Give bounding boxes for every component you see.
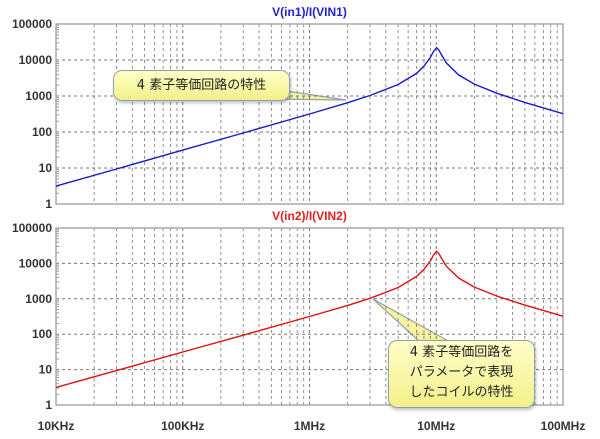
x-tick-label: 10KHz [38, 419, 75, 433]
x-tick-label: 1MHz [294, 419, 325, 433]
chart-title: V(in1)/I(VIN1) [272, 5, 347, 19]
impedance-curve [55, 46, 564, 187]
y-tick-label: 1 [45, 398, 52, 412]
chart-title: V(in2)/I(VIN2) [272, 209, 347, 223]
impedance-curve [55, 250, 564, 389]
y-tick-label: 10000 [19, 53, 53, 67]
y-tick-label: 10000 [19, 256, 53, 270]
y-tick-label: 100 [32, 125, 52, 139]
y-tick-label: 100 [32, 327, 52, 341]
y-tick-label: 1000 [25, 89, 52, 103]
y-tick-label: 10 [39, 161, 53, 175]
y-tick-label: 100000 [12, 17, 52, 31]
annotation-bottom-line: したコイルの特性 [409, 385, 514, 400]
y-tick-label: 100000 [12, 221, 52, 235]
annotation-bottom-line: 4 素子等価回路を [409, 345, 514, 360]
y-tick-label: 1000 [25, 292, 52, 306]
x-tick-label: 10MHz [417, 419, 455, 433]
y-tick-label: 10 [39, 363, 53, 377]
annotation-top: 4 素子等価回路の特性 [113, 70, 290, 101]
chart-panel-1: 100000 10000 1000 100 10 1 V(in1)/I(VIN1) [12, 5, 564, 211]
annotation-bottom-pointer [372, 298, 453, 343]
chart-panel-2: 100000 10000 1000 100 10 1 V(in2)/I(VIN2) 10KHz… [12, 209, 585, 433]
x-tick-label: 100KHz [161, 419, 204, 433]
plot-frame [55, 23, 564, 205]
x-tick-label: 100MHz [541, 419, 586, 433]
y-tick-label: 1 [45, 197, 52, 211]
annotation-bottom: 4 素子等価回路を パラメータで表現 したコイルの特性 [388, 340, 535, 408]
annotation-bottom-line: パラメータで表現 [409, 365, 514, 380]
plot-frame [55, 227, 564, 406]
